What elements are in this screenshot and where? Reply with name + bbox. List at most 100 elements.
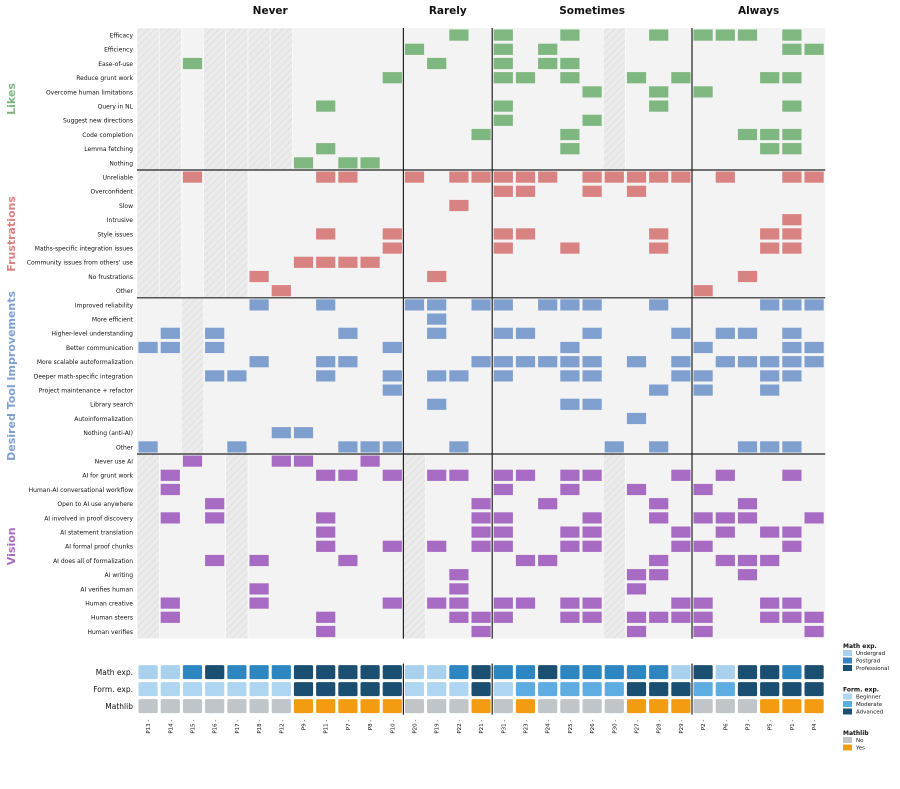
attribute-cell <box>515 699 536 714</box>
attribute-cell <box>249 665 269 680</box>
response-cell <box>471 356 491 368</box>
row-label: Human steers <box>91 615 133 622</box>
response-cell <box>449 569 469 581</box>
response-cell <box>626 171 647 183</box>
attribute-cell <box>604 682 624 697</box>
attribute-cell <box>493 682 513 697</box>
response-cell <box>493 114 513 126</box>
not-applicable-column <box>602 453 626 639</box>
response-cell <box>382 597 402 609</box>
response-cell <box>804 341 824 354</box>
row-label: No frustrations <box>88 274 133 281</box>
column-tick-label: P3 - <box>746 720 752 731</box>
response-cell <box>449 29 469 41</box>
attribute-cell <box>160 699 180 714</box>
response-cell <box>604 441 624 453</box>
attribute-cell <box>316 682 336 697</box>
response-cell <box>271 285 291 297</box>
attribute-cell <box>560 682 580 697</box>
attribute-cell <box>227 665 247 680</box>
response-cell <box>404 299 425 311</box>
response-cell <box>493 512 513 524</box>
response-cell <box>493 526 513 538</box>
response-cell <box>560 29 580 41</box>
response-cell <box>160 341 180 354</box>
attribute-cell <box>693 699 713 714</box>
legend-swatch <box>843 708 852 715</box>
response-cell <box>382 540 402 552</box>
response-cell <box>293 427 314 439</box>
response-cell <box>271 427 291 439</box>
column-tick-label: P31 - <box>501 720 507 734</box>
response-cell <box>316 512 336 524</box>
not-applicable-column <box>181 297 204 455</box>
not-applicable-column <box>203 169 227 299</box>
attribute-cell <box>737 699 758 714</box>
response-cell <box>782 341 802 354</box>
not-applicable-column <box>136 169 160 299</box>
response-cell <box>671 72 691 84</box>
not-applicable-column <box>158 169 182 299</box>
response-cell <box>782 100 802 112</box>
response-cell <box>671 526 691 538</box>
response-cell <box>515 356 536 368</box>
response-cell <box>560 469 580 481</box>
column-tick-label: P25 - <box>568 720 574 734</box>
response-cell <box>671 171 691 183</box>
response-cell <box>671 597 691 609</box>
response-cell <box>427 540 447 552</box>
response-cell <box>160 512 180 524</box>
legend-swatch <box>843 650 852 656</box>
response-cell <box>804 512 824 524</box>
response-cell <box>182 57 203 70</box>
response-cell <box>338 554 358 567</box>
response-cell <box>493 43 513 55</box>
attribute-cell <box>271 665 291 680</box>
response-cell <box>449 597 469 609</box>
response-cell <box>360 157 380 169</box>
response-cell <box>715 29 735 41</box>
row-label: Other <box>116 444 134 451</box>
legend-title: Math exp. <box>843 643 877 650</box>
response-cell <box>782 171 802 183</box>
row-label: Deeper math-specific integration <box>34 373 133 380</box>
row-label: AI verifies human <box>80 586 133 593</box>
attribute-cell <box>649 699 669 714</box>
response-cell <box>338 171 358 183</box>
attribute-cell <box>205 682 225 697</box>
attribute-cell <box>138 699 158 714</box>
response-cell <box>760 356 780 368</box>
response-cell <box>271 455 291 467</box>
row-label: Better communication <box>66 345 133 352</box>
response-cell <box>382 72 402 84</box>
attribute-cell <box>582 665 602 680</box>
response-cell <box>471 526 491 538</box>
response-cell <box>737 441 758 453</box>
response-cell <box>782 526 802 538</box>
response-cell <box>782 370 802 382</box>
legend-item-label: Professional <box>856 666 890 672</box>
response-cell <box>582 327 602 339</box>
response-cell <box>649 611 669 623</box>
response-cell <box>205 370 225 382</box>
legend-item-label: Undergrad <box>856 651 885 657</box>
response-cell <box>715 327 735 339</box>
column-tick-label: P9 - <box>302 720 308 731</box>
response-cell <box>760 554 780 567</box>
row-label: Autoinformalization <box>74 416 133 423</box>
response-cell <box>693 86 713 98</box>
response-cell <box>693 341 713 354</box>
response-cell <box>671 540 691 552</box>
attribute-cell <box>293 699 314 714</box>
response-cell <box>649 242 669 254</box>
row-label: Query in NL <box>98 104 134 111</box>
response-cell <box>160 469 180 481</box>
attribute-cell <box>160 682 180 697</box>
attribute-cell <box>604 665 624 680</box>
column-tick-label: P20 - <box>413 720 419 734</box>
attribute-cell <box>626 682 647 697</box>
response-cell <box>782 143 802 155</box>
row-label: Overcome human limitations <box>46 89 133 96</box>
frequency-group-label: Sometimes <box>559 5 625 17</box>
attribute-cell <box>760 699 780 714</box>
